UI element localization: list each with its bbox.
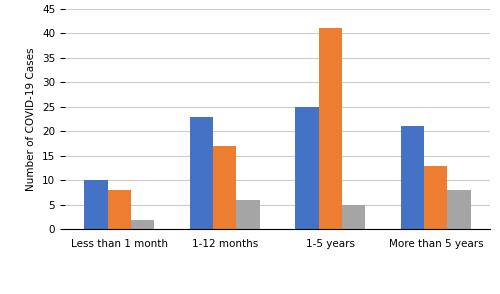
Bar — [448, 190, 470, 229]
Bar — [342, 205, 365, 229]
Bar — [236, 200, 260, 229]
Bar — [84, 180, 108, 229]
Bar — [108, 190, 131, 229]
Bar — [318, 29, 342, 229]
Bar — [296, 107, 318, 229]
Bar — [424, 166, 448, 229]
Bar — [213, 146, 236, 229]
Bar — [401, 126, 424, 229]
Bar — [190, 117, 213, 229]
Y-axis label: Number of COVID-19 Cases: Number of COVID-19 Cases — [26, 47, 36, 191]
Bar — [131, 220, 154, 229]
